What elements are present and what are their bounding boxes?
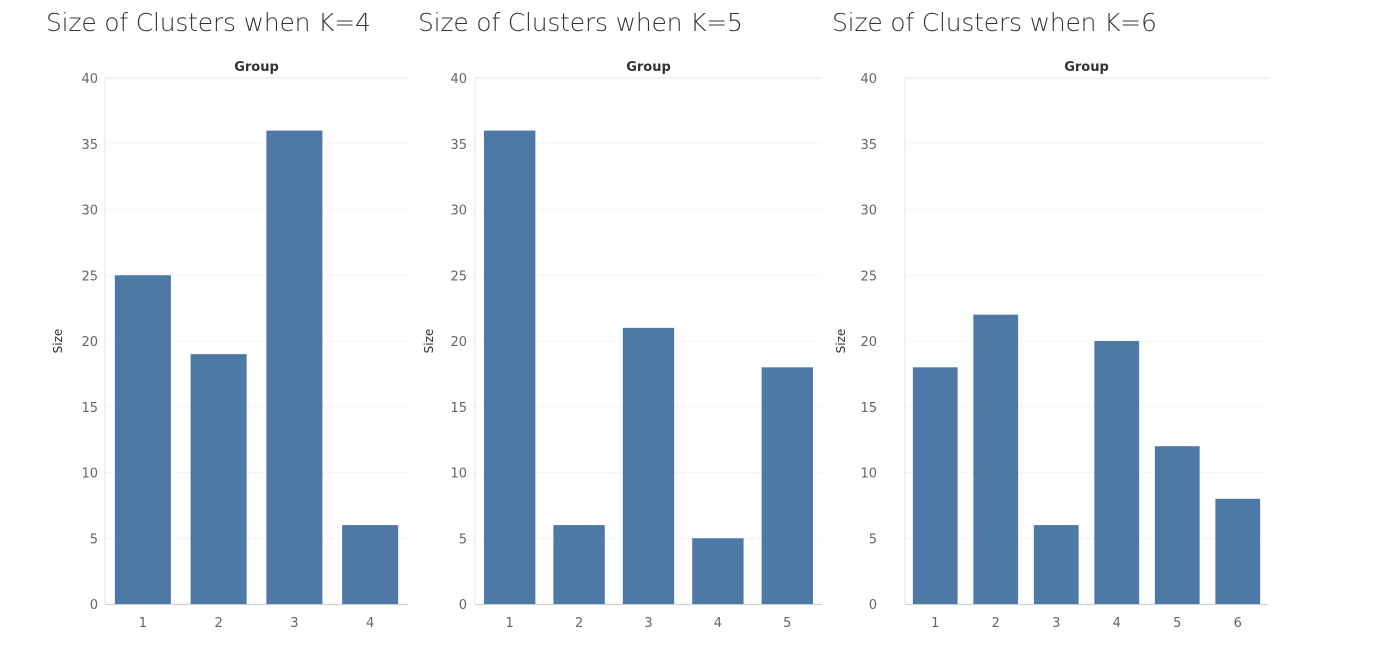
y-axis-title: Size — [51, 329, 65, 354]
bar-group-1 — [114, 275, 171, 604]
chart-title-k4: Size of Clusters when K=4 — [46, 8, 371, 37]
x-tick-label: 4 — [1113, 616, 1121, 631]
y-tick-label: 15 — [860, 401, 877, 416]
chart-k5: 0 5 10 15 20 25 30 35 40 Group Size 1 2 3 4 5 — [422, 60, 822, 631]
y-tick-label: 40 — [450, 72, 467, 87]
y-tick-label: 5 — [459, 532, 467, 547]
bar-group-4 — [1094, 341, 1140, 604]
y-tick-label: 15 — [81, 401, 98, 416]
bar-group-3 — [1033, 525, 1079, 604]
y-tick-label: 30 — [860, 204, 877, 219]
x-tick-label: 1 — [506, 616, 514, 631]
bar-group-1 — [912, 367, 958, 604]
bar-group-2 — [190, 354, 247, 604]
y-tick-label: 35 — [450, 138, 467, 153]
chart-title-k5: Size of Clusters when K=5 — [418, 8, 743, 37]
bar-group-3 — [622, 327, 675, 604]
y-tick-label: 40 — [81, 72, 98, 87]
group-header: Group — [234, 60, 279, 75]
y-tick-label: 25 — [81, 269, 98, 284]
bar-group-2 — [973, 314, 1019, 604]
chart-k4: 0 5 10 15 20 25 30 35 40 Group Size 1 2 3 4 — [51, 60, 408, 631]
bar-group-5 — [1154, 446, 1200, 604]
x-tick-label: 2 — [992, 616, 1000, 631]
x-tick-label: 3 — [644, 616, 652, 631]
x-tick-label: 5 — [783, 616, 791, 631]
y-tick-label: 40 — [860, 72, 877, 87]
y-tick-label: 20 — [450, 335, 467, 350]
x-tick-label: 5 — [1173, 616, 1181, 631]
y-tick-label: 10 — [81, 467, 98, 482]
group-header: Group — [626, 60, 671, 75]
bar-group-3 — [266, 130, 323, 604]
y-tick-label: 10 — [860, 467, 877, 482]
y-tick-label: 20 — [860, 335, 877, 350]
y-tick-label: 35 — [860, 138, 877, 153]
x-tick-label: 4 — [714, 616, 722, 631]
chart-title-k6: Size of Clusters when K=6 — [832, 8, 1157, 37]
x-tick-label: 2 — [214, 616, 222, 631]
y-tick-label: 0 — [869, 598, 877, 613]
x-tick-label: 6 — [1234, 616, 1242, 631]
x-tick-label: 3 — [1052, 616, 1060, 631]
bar-group-4 — [342, 525, 399, 604]
y-tick-label: 20 — [81, 335, 98, 350]
y-axis-title: Size — [422, 329, 436, 354]
y-tick-label: 25 — [860, 269, 877, 284]
x-tick-label: 4 — [366, 616, 374, 631]
y-tick-label: 10 — [450, 467, 467, 482]
y-tick-label: 0 — [90, 598, 98, 613]
y-tick-label: 35 — [81, 138, 98, 153]
bar-group-1 — [484, 130, 536, 604]
y-tick-label: 15 — [450, 401, 467, 416]
y-tick-label: 30 — [450, 204, 467, 219]
group-header: Group — [1064, 60, 1109, 75]
y-tick-label: 5 — [869, 532, 877, 547]
y-tick-label: 0 — [459, 598, 467, 613]
x-tick-label: 1 — [139, 616, 147, 631]
bar-group-2 — [553, 525, 605, 604]
x-tick-label: 3 — [290, 616, 298, 631]
bar-group-6 — [1215, 498, 1261, 604]
bar-group-5 — [761, 367, 813, 604]
y-axis-title: Size — [834, 329, 848, 354]
y-tick-label: 5 — [90, 532, 98, 547]
bar-group-4 — [692, 538, 744, 604]
y-tick-label: 25 — [450, 269, 467, 284]
x-tick-label: 1 — [931, 616, 939, 631]
chart-k6: 0 5 10 15 20 25 30 35 40 Group Size 1 2 3 4 5 6 — [834, 60, 1268, 631]
y-tick-label: 30 — [81, 204, 98, 219]
x-tick-label: 2 — [575, 616, 583, 631]
